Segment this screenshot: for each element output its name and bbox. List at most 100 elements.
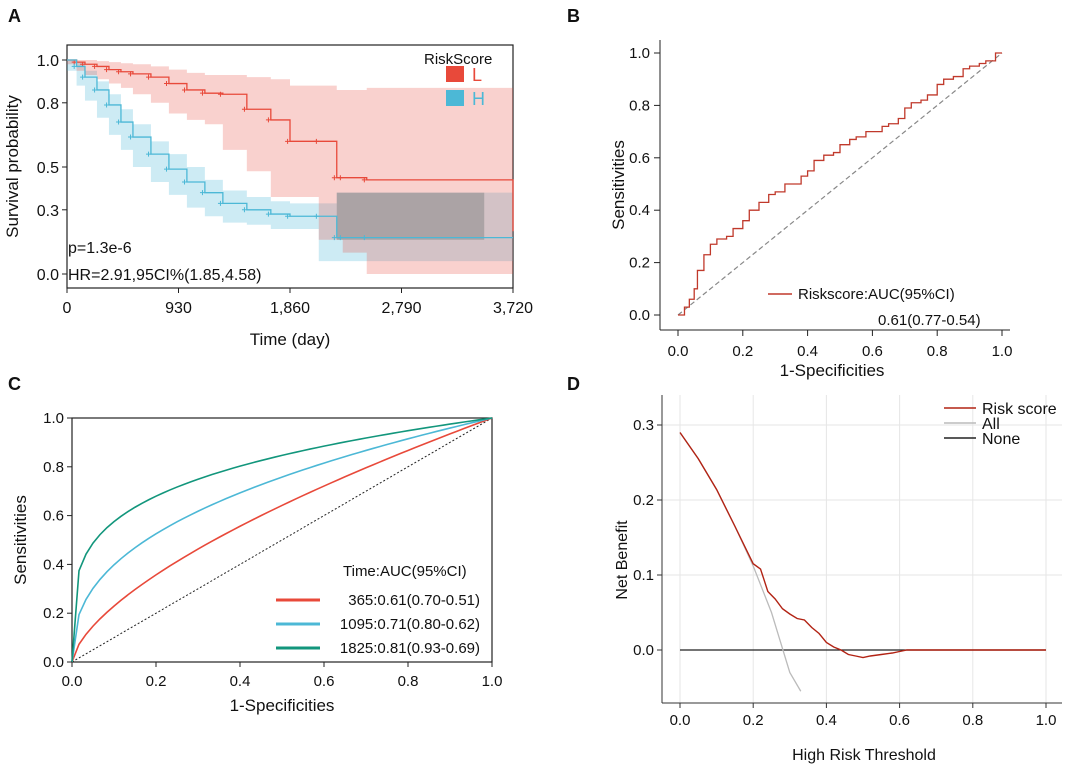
ci-overlap-band xyxy=(336,192,485,240)
y-tick-label: 0.6 xyxy=(43,508,64,525)
y-tick-label: 0.6 xyxy=(629,150,650,167)
censor-mark xyxy=(361,235,367,241)
y-axis-label: Sensitivities xyxy=(609,140,628,230)
x-axis-label: Time (day) xyxy=(250,330,331,349)
legend-label: 365:0.61(0.70-0.51) xyxy=(348,592,480,609)
reference-diagonal xyxy=(677,52,1003,316)
censor-mark xyxy=(199,90,205,96)
censor-mark xyxy=(104,67,110,73)
legend-label: 1825:0.81(0.93-0.69) xyxy=(340,640,480,657)
censor-mark xyxy=(285,213,291,219)
all-line xyxy=(679,432,802,692)
y-tick-label: 0.0 xyxy=(37,267,59,284)
y-tick-label: 0.3 xyxy=(633,417,654,434)
censor-mark xyxy=(217,200,223,206)
x-tick-label: 0.0 xyxy=(670,712,691,729)
x-tick-label: 1.0 xyxy=(1036,712,1057,729)
x-tick-label: 0.4 xyxy=(816,712,837,729)
x-tick-label: 1.0 xyxy=(992,343,1013,360)
x-tick-label: 0 xyxy=(63,300,72,317)
panel-letter-a: A xyxy=(8,6,21,26)
x-tick-label: 0.6 xyxy=(862,343,883,360)
reference-diagonal xyxy=(71,417,493,663)
censor-mark xyxy=(128,134,134,140)
censor-mark xyxy=(217,91,223,97)
legend-title: RiskScore xyxy=(424,51,492,68)
x-tick-label: 3,720 xyxy=(493,300,533,317)
y-tick-label: 0.2 xyxy=(43,605,64,622)
x-tick-label: 1.0 xyxy=(482,673,503,690)
x-tick-label: 2,790 xyxy=(381,300,421,317)
legend-swatch-l xyxy=(446,66,464,82)
censor-mark xyxy=(146,151,152,157)
y-tick-label: 0.0 xyxy=(43,654,64,671)
censor-mark xyxy=(116,69,122,75)
legend-title: Time:AUC(95%CI) xyxy=(343,563,467,580)
x-axis-label: 1-Specificities xyxy=(780,361,885,380)
y-tick-label: 1.0 xyxy=(43,410,64,427)
y-tick-label: 1.0 xyxy=(629,45,650,62)
panel-c: C 0.0 0.0 0.2 0.2 0.4 0.4 0.6 0.6 0.8 0.8 1.0 1.0 1-S… xyxy=(8,374,502,715)
x-tick-label: 0.2 xyxy=(743,712,764,729)
x-tick-label: 0.2 xyxy=(146,673,167,690)
y-tick-label: 0.4 xyxy=(629,202,650,219)
censor-mark xyxy=(164,81,170,87)
legend-label: Riskscore:AUC(95%CI) xyxy=(798,286,955,303)
auc-value-label: 0.61(0.77-0.54) xyxy=(878,312,981,329)
y-tick-label: 0.2 xyxy=(629,255,650,272)
x-tick-label: 0.6 xyxy=(889,712,910,729)
y-tick-label: 0.5 xyxy=(37,160,59,177)
legend-swatch-h xyxy=(446,90,464,106)
censor-mark xyxy=(199,190,205,196)
y-tick-label: 1.0 xyxy=(37,53,59,70)
legend-label-h: H xyxy=(472,89,485,109)
x-tick-label: 930 xyxy=(165,300,192,317)
panel-letter-d: D xyxy=(567,374,580,394)
y-tick-label: 0.4 xyxy=(43,556,64,573)
y-tick-label: 0.3 xyxy=(37,203,59,220)
risk-score-line xyxy=(679,432,1046,659)
y-tick-label: 0.1 xyxy=(633,567,654,584)
y-tick-label: 0.8 xyxy=(43,459,64,476)
panel-d: D 0.0 0.2 0.4 0.6 0.8 1.0 0.0 0.1 0.2 0.3 High Risk… xyxy=(567,374,1062,764)
y-tick-label: 0.8 xyxy=(37,96,59,113)
censor-mark xyxy=(181,179,187,185)
legend-label: All xyxy=(982,416,1000,433)
censor-mark xyxy=(146,74,152,80)
censor-mark xyxy=(313,138,319,144)
x-tick-label: 0.0 xyxy=(62,673,83,690)
plot-frame xyxy=(66,44,514,289)
x-tick-label: 0.4 xyxy=(230,673,251,690)
panel-letter-c: C xyxy=(8,374,21,394)
censor-mark xyxy=(181,87,187,93)
y-axis-label: Net Benefit xyxy=(614,520,631,600)
x-tick-label: 0.2 xyxy=(732,343,753,360)
censor-mark xyxy=(331,175,337,181)
censor-mark xyxy=(241,207,247,213)
censor-mark xyxy=(361,177,367,183)
roc-curve-1825 xyxy=(71,417,493,663)
roc-curve-365 xyxy=(71,417,493,663)
censor-mark xyxy=(285,138,291,144)
x-tick-label: 0.8 xyxy=(962,712,983,729)
censor-mark xyxy=(71,63,77,69)
censor-mark xyxy=(241,106,247,112)
p-value-label: p=1.3e-6 xyxy=(68,240,132,257)
x-axis-label: High Risk Threshold xyxy=(792,747,936,764)
censor-mark xyxy=(265,117,271,123)
y-axis-label: Sensitivities xyxy=(11,495,30,585)
censor-mark xyxy=(128,71,134,77)
panel-a: A 0 930 1,860 2,790 3,720 0.0 0.3 0.5 0.8 1.0 Time … xyxy=(3,6,533,349)
censor-mark xyxy=(331,235,337,241)
panel-b: B 0.0 0.0 0.2 0.2 0.4 0.4 0.6 0.6 0.8 0.8 1.0 1.0 1-S… xyxy=(567,6,1012,380)
y-tick-label: 0.0 xyxy=(633,642,654,659)
hazard-ratio-label: HR=2.91,95CI%(1.85,4.58) xyxy=(68,267,261,284)
censor-mark xyxy=(265,211,271,217)
legend-label: Risk score xyxy=(982,401,1057,418)
censor-mark xyxy=(80,74,86,80)
x-tick-label: 0.0 xyxy=(668,343,689,360)
censor-mark xyxy=(92,63,98,69)
censor-mark xyxy=(104,102,110,108)
legend-label: 1095:0.71(0.80-0.62) xyxy=(340,616,480,633)
